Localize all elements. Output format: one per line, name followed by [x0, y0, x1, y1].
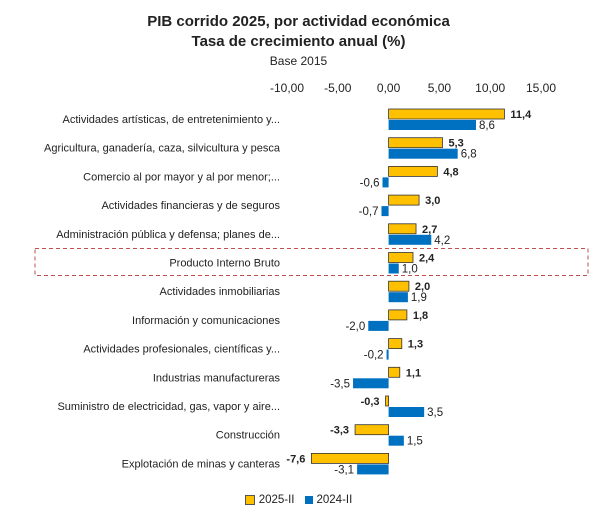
data-label-2024-II: 1,0	[402, 264, 418, 276]
data-label-2025-II: 1,1	[406, 367, 421, 379]
data-label-2025-II: -0,3	[361, 396, 380, 408]
data-label-2025-II: 2,4	[419, 253, 435, 265]
legend-swatch-2024	[304, 496, 313, 504]
highlight-box	[34, 248, 589, 276]
chart-subtitle: Tasa de crecimiento anual (%)	[191, 33, 406, 50]
data-label-2025-II: 3,0	[425, 195, 440, 207]
category-label: Actividades artísticas, de entretenimien…	[63, 114, 280, 126]
data-label-2024-II: -3,5	[330, 378, 350, 390]
legend-item-2024: 2024-II	[304, 494, 353, 506]
category-label: Producto Interno Bruto	[169, 258, 280, 270]
legend-item-2025: 2025-II	[244, 494, 295, 506]
data-label-2025-II: 1,3	[408, 339, 423, 351]
bar-2024-II	[388, 435, 404, 446]
data-label-2025-II: 1,8	[413, 310, 428, 322]
x-tick-label: 0,00	[377, 81, 401, 95]
category-label: Administración pública y defensa; planes…	[56, 229, 280, 241]
bar-2024-II	[357, 464, 389, 475]
category-label: Actividades inmobiliarias	[160, 286, 281, 298]
data-label-2025-II: 4,8	[443, 166, 458, 178]
data-label-2024-II: -0,2	[364, 350, 384, 362]
bar-2024-II	[386, 349, 389, 360]
x-tick-label: -10,00	[270, 81, 304, 95]
legend: 2025-II 2024-II	[0, 494, 597, 506]
bar-2025-II	[388, 165, 438, 177]
bar-2024-II	[388, 234, 432, 245]
data-label-2024-II: -0,7	[359, 206, 379, 218]
legend-swatch-2025	[244, 495, 255, 505]
bar-2025-II	[385, 395, 390, 407]
data-label-2024-II: 4,2	[434, 235, 450, 247]
bar-2024-II	[353, 378, 389, 389]
bar-2025-II	[388, 137, 443, 149]
legend-label-2025: 2025-II	[258, 494, 295, 506]
bar-2025-II	[388, 108, 505, 120]
bar-2025-II	[388, 223, 417, 235]
bar-2025-II	[388, 366, 401, 378]
bar-2024-II	[388, 148, 458, 159]
bar-2025-II	[388, 280, 410, 292]
bar-2025-II	[388, 252, 414, 263]
data-label-2024-II: -0,6	[360, 177, 380, 189]
bar-2025-II	[354, 424, 389, 436]
data-label-2024-II: -2,0	[345, 321, 365, 333]
data-label-2024-II: 8,6	[479, 120, 495, 132]
x-tick-label: 5,00	[428, 81, 452, 95]
bar-2024-II	[388, 263, 399, 274]
x-tick-label: 10,00	[475, 81, 505, 95]
bar-2024-II	[388, 407, 425, 417]
data-label-2024-II: 1,5	[407, 436, 423, 448]
data-label-2025-II: 5,3	[448, 138, 463, 150]
bar-2025-II	[388, 309, 408, 321]
category-label: Información y comunicaciones	[132, 315, 280, 327]
data-label-2025-II: 2,7	[422, 224, 437, 236]
bar-2024-II	[388, 292, 408, 303]
category-label: Comercio al por mayor y al por menor;...	[83, 171, 280, 183]
data-label-2024-II: 3,5	[427, 407, 443, 419]
category-label: Agricultura, ganadería, caza, silvicultu…	[44, 143, 281, 155]
data-label-2025-II: 11,4	[510, 109, 532, 121]
legend-label-2024: 2024-II	[316, 494, 353, 506]
category-label: Actividades financieras y de seguros	[101, 200, 280, 212]
chart-title: PIB corrido 2025, por actividad económic…	[147, 13, 450, 30]
category-label: Suministro de electricidad, gas, vapor y…	[57, 401, 280, 413]
x-tick-label: 15,00	[526, 81, 556, 95]
chart-base-note: Base 2015	[269, 54, 328, 68]
data-label-2025-II: 2,0	[415, 281, 430, 293]
category-label: Industrias manufactureras	[153, 372, 281, 384]
bar-2025-II	[310, 452, 390, 464]
data-label-2025-II: -7,6	[286, 453, 305, 465]
data-label-2024-II: 6,8	[461, 149, 477, 161]
bar-2025-II	[388, 338, 403, 350]
bar-2024-II	[382, 177, 389, 188]
data-label-2024-II: 1,9	[411, 292, 427, 304]
data-label-2024-II: -3,1	[334, 464, 354, 476]
category-label: Actividades profesionales, científicas y…	[83, 344, 280, 356]
bar-2024-II	[368, 320, 389, 331]
category-label: Explotación de minas y canteras	[122, 458, 281, 470]
bar-2024-II	[381, 206, 389, 217]
data-label-2025-II: -3,3	[330, 425, 349, 437]
bar-2024-II	[388, 120, 476, 130]
bar-2025-II	[388, 194, 420, 206]
category-label: Construcción	[216, 430, 280, 442]
x-tick-label: -5,00	[324, 81, 352, 95]
